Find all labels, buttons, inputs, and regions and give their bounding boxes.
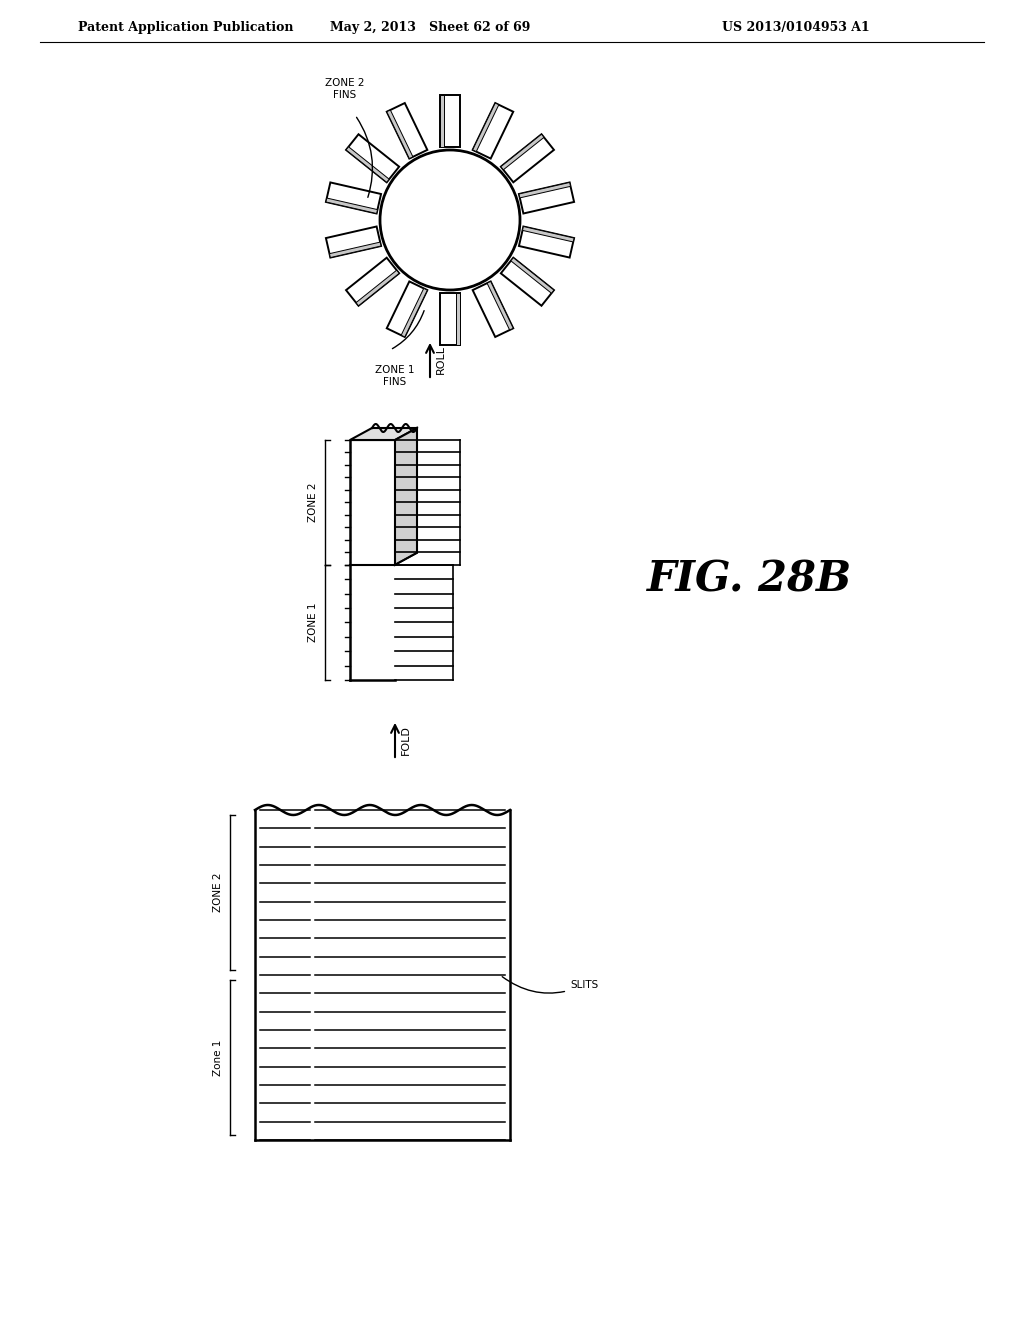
Polygon shape (501, 257, 554, 306)
Text: May 2, 2013   Sheet 62 of 69: May 2, 2013 Sheet 62 of 69 (330, 21, 530, 34)
Polygon shape (401, 288, 427, 337)
Text: Patent Application Publication: Patent Application Publication (78, 21, 294, 34)
Polygon shape (440, 95, 460, 147)
Text: US 2013/0104953 A1: US 2013/0104953 A1 (722, 21, 870, 34)
Polygon shape (350, 428, 417, 440)
Polygon shape (330, 242, 381, 257)
Polygon shape (326, 227, 381, 257)
Polygon shape (346, 257, 399, 306)
Polygon shape (501, 135, 544, 170)
Polygon shape (346, 135, 399, 182)
Text: ZONE 1: ZONE 1 (308, 603, 318, 642)
Polygon shape (395, 428, 417, 565)
Polygon shape (326, 182, 381, 214)
Polygon shape (519, 182, 574, 214)
Polygon shape (326, 198, 378, 214)
Polygon shape (473, 103, 499, 152)
Polygon shape (346, 147, 389, 182)
Text: FOLD: FOLD (401, 725, 411, 755)
Polygon shape (440, 95, 444, 147)
Polygon shape (487, 281, 513, 330)
Polygon shape (522, 227, 574, 242)
Polygon shape (387, 110, 413, 158)
Text: ZONE 1
FINS: ZONE 1 FINS (375, 366, 415, 387)
Polygon shape (456, 293, 460, 345)
Polygon shape (473, 103, 513, 158)
Text: ZONE 2
FINS: ZONE 2 FINS (326, 78, 365, 100)
Polygon shape (519, 227, 574, 257)
Circle shape (380, 150, 520, 290)
Polygon shape (473, 281, 513, 337)
Polygon shape (356, 271, 399, 306)
Text: ZONE 2: ZONE 2 (308, 483, 318, 523)
Polygon shape (387, 103, 427, 158)
Text: ROLL: ROLL (436, 346, 446, 375)
Polygon shape (519, 182, 570, 198)
Polygon shape (387, 281, 427, 337)
Text: ZONE 2: ZONE 2 (213, 873, 223, 912)
Text: FIG. 28B: FIG. 28B (647, 558, 853, 601)
Text: Zone 1: Zone 1 (213, 1039, 223, 1076)
Polygon shape (511, 257, 554, 293)
Polygon shape (440, 293, 460, 345)
Text: SLITS: SLITS (502, 977, 598, 993)
Polygon shape (501, 135, 554, 182)
